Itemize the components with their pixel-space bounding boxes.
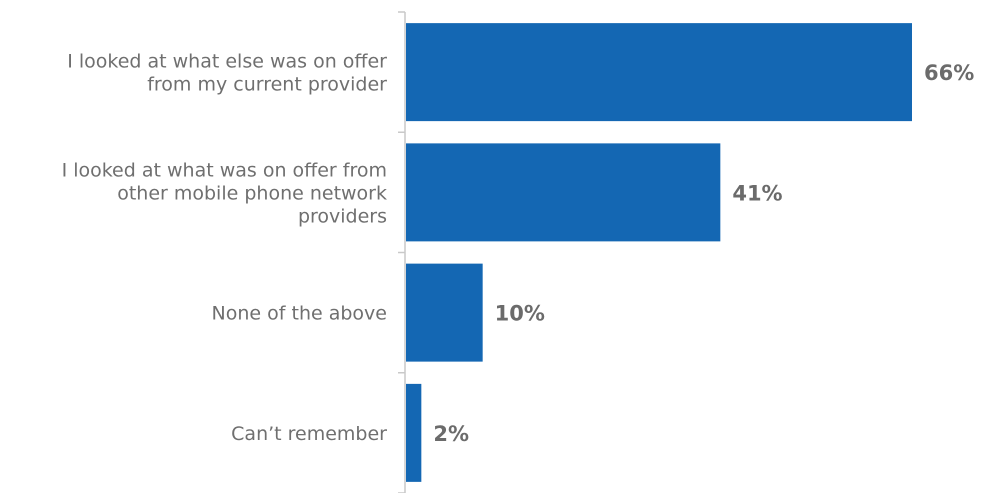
category-label-line: Can’t remember (231, 423, 387, 445)
category-label-4: Can’t remember (231, 423, 387, 445)
category-label-line: providers (298, 205, 387, 227)
category-label-line: I looked at what else was on offer (67, 51, 387, 73)
bars-layer (406, 23, 912, 482)
category-label-1: I looked at what else was on offer from m… (67, 51, 387, 96)
value-label-2: 41% (732, 181, 782, 205)
value-label-3: 10% (495, 302, 545, 326)
bar-2 (406, 143, 721, 242)
category-label-line: other mobile phone network (117, 182, 387, 204)
category-label-line: None of the above (212, 303, 387, 325)
bar-4 (406, 383, 422, 482)
category-labels-layer: I looked at what else was on offer from m… (62, 51, 388, 445)
value-labels-layer: 66% 41% 10% 2% (433, 61, 974, 446)
value-label-1: 66% (924, 61, 974, 85)
axis-layer (398, 11, 406, 493)
category-label-2: I looked at what was on offer from other … (62, 159, 387, 227)
bar-3 (406, 263, 483, 362)
category-label-line: I looked at what was on offer from (62, 159, 387, 181)
value-label-4: 2% (433, 422, 469, 446)
bar-1 (406, 23, 912, 122)
category-label-line: from my current provider (147, 74, 387, 96)
category-label-3: None of the above (212, 303, 387, 325)
